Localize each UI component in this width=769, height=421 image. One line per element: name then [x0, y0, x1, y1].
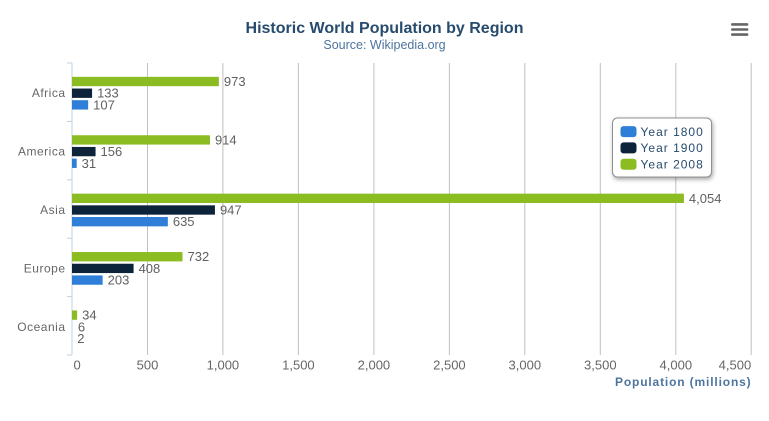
svg-text:Year 1900: Year 1900 — [641, 141, 704, 155]
svg-text:Europe: Europe — [24, 261, 66, 275]
svg-text:Population (millions): Population (millions) — [615, 375, 752, 389]
svg-text:Asia: Asia — [40, 203, 65, 217]
svg-text:732: 732 — [187, 249, 209, 264]
svg-text:133: 133 — [97, 86, 119, 101]
svg-text:Oceania: Oceania — [17, 320, 65, 334]
svg-text:31: 31 — [82, 156, 96, 171]
svg-text:973: 973 — [224, 74, 246, 89]
svg-text:Year 2008: Year 2008 — [641, 158, 704, 172]
svg-text:2,500: 2,500 — [433, 358, 466, 373]
svg-text:Year 1800: Year 1800 — [641, 125, 704, 139]
svg-text:4,000: 4,000 — [660, 358, 693, 373]
svg-text:3,500: 3,500 — [584, 358, 617, 373]
svg-text:635: 635 — [173, 214, 195, 229]
svg-text:3,000: 3,000 — [509, 358, 542, 373]
svg-text:Africa: Africa — [32, 86, 66, 100]
svg-text:6: 6 — [78, 319, 85, 334]
svg-text:1,500: 1,500 — [282, 358, 315, 373]
svg-text:2: 2 — [77, 331, 84, 346]
svg-text:156: 156 — [101, 144, 123, 159]
svg-text:1,000: 1,000 — [207, 358, 240, 373]
svg-text:408: 408 — [139, 261, 161, 276]
svg-text:2,000: 2,000 — [358, 358, 391, 373]
svg-text:America: America — [18, 145, 66, 159]
svg-text:203: 203 — [108, 273, 130, 288]
svg-text:914: 914 — [215, 132, 237, 147]
svg-text:Historic World Population by R: Historic World Population by Region — [246, 20, 524, 37]
svg-text:0: 0 — [74, 358, 81, 373]
svg-text:4,054: 4,054 — [689, 191, 722, 206]
svg-text:34: 34 — [82, 308, 96, 323]
svg-text:500: 500 — [137, 358, 159, 373]
svg-text:4,500: 4,500 — [719, 358, 752, 373]
svg-text:107: 107 — [93, 97, 115, 112]
svg-text:Source: Wikipedia.org: Source: Wikipedia.org — [323, 38, 445, 52]
svg-text:947: 947 — [220, 203, 242, 218]
